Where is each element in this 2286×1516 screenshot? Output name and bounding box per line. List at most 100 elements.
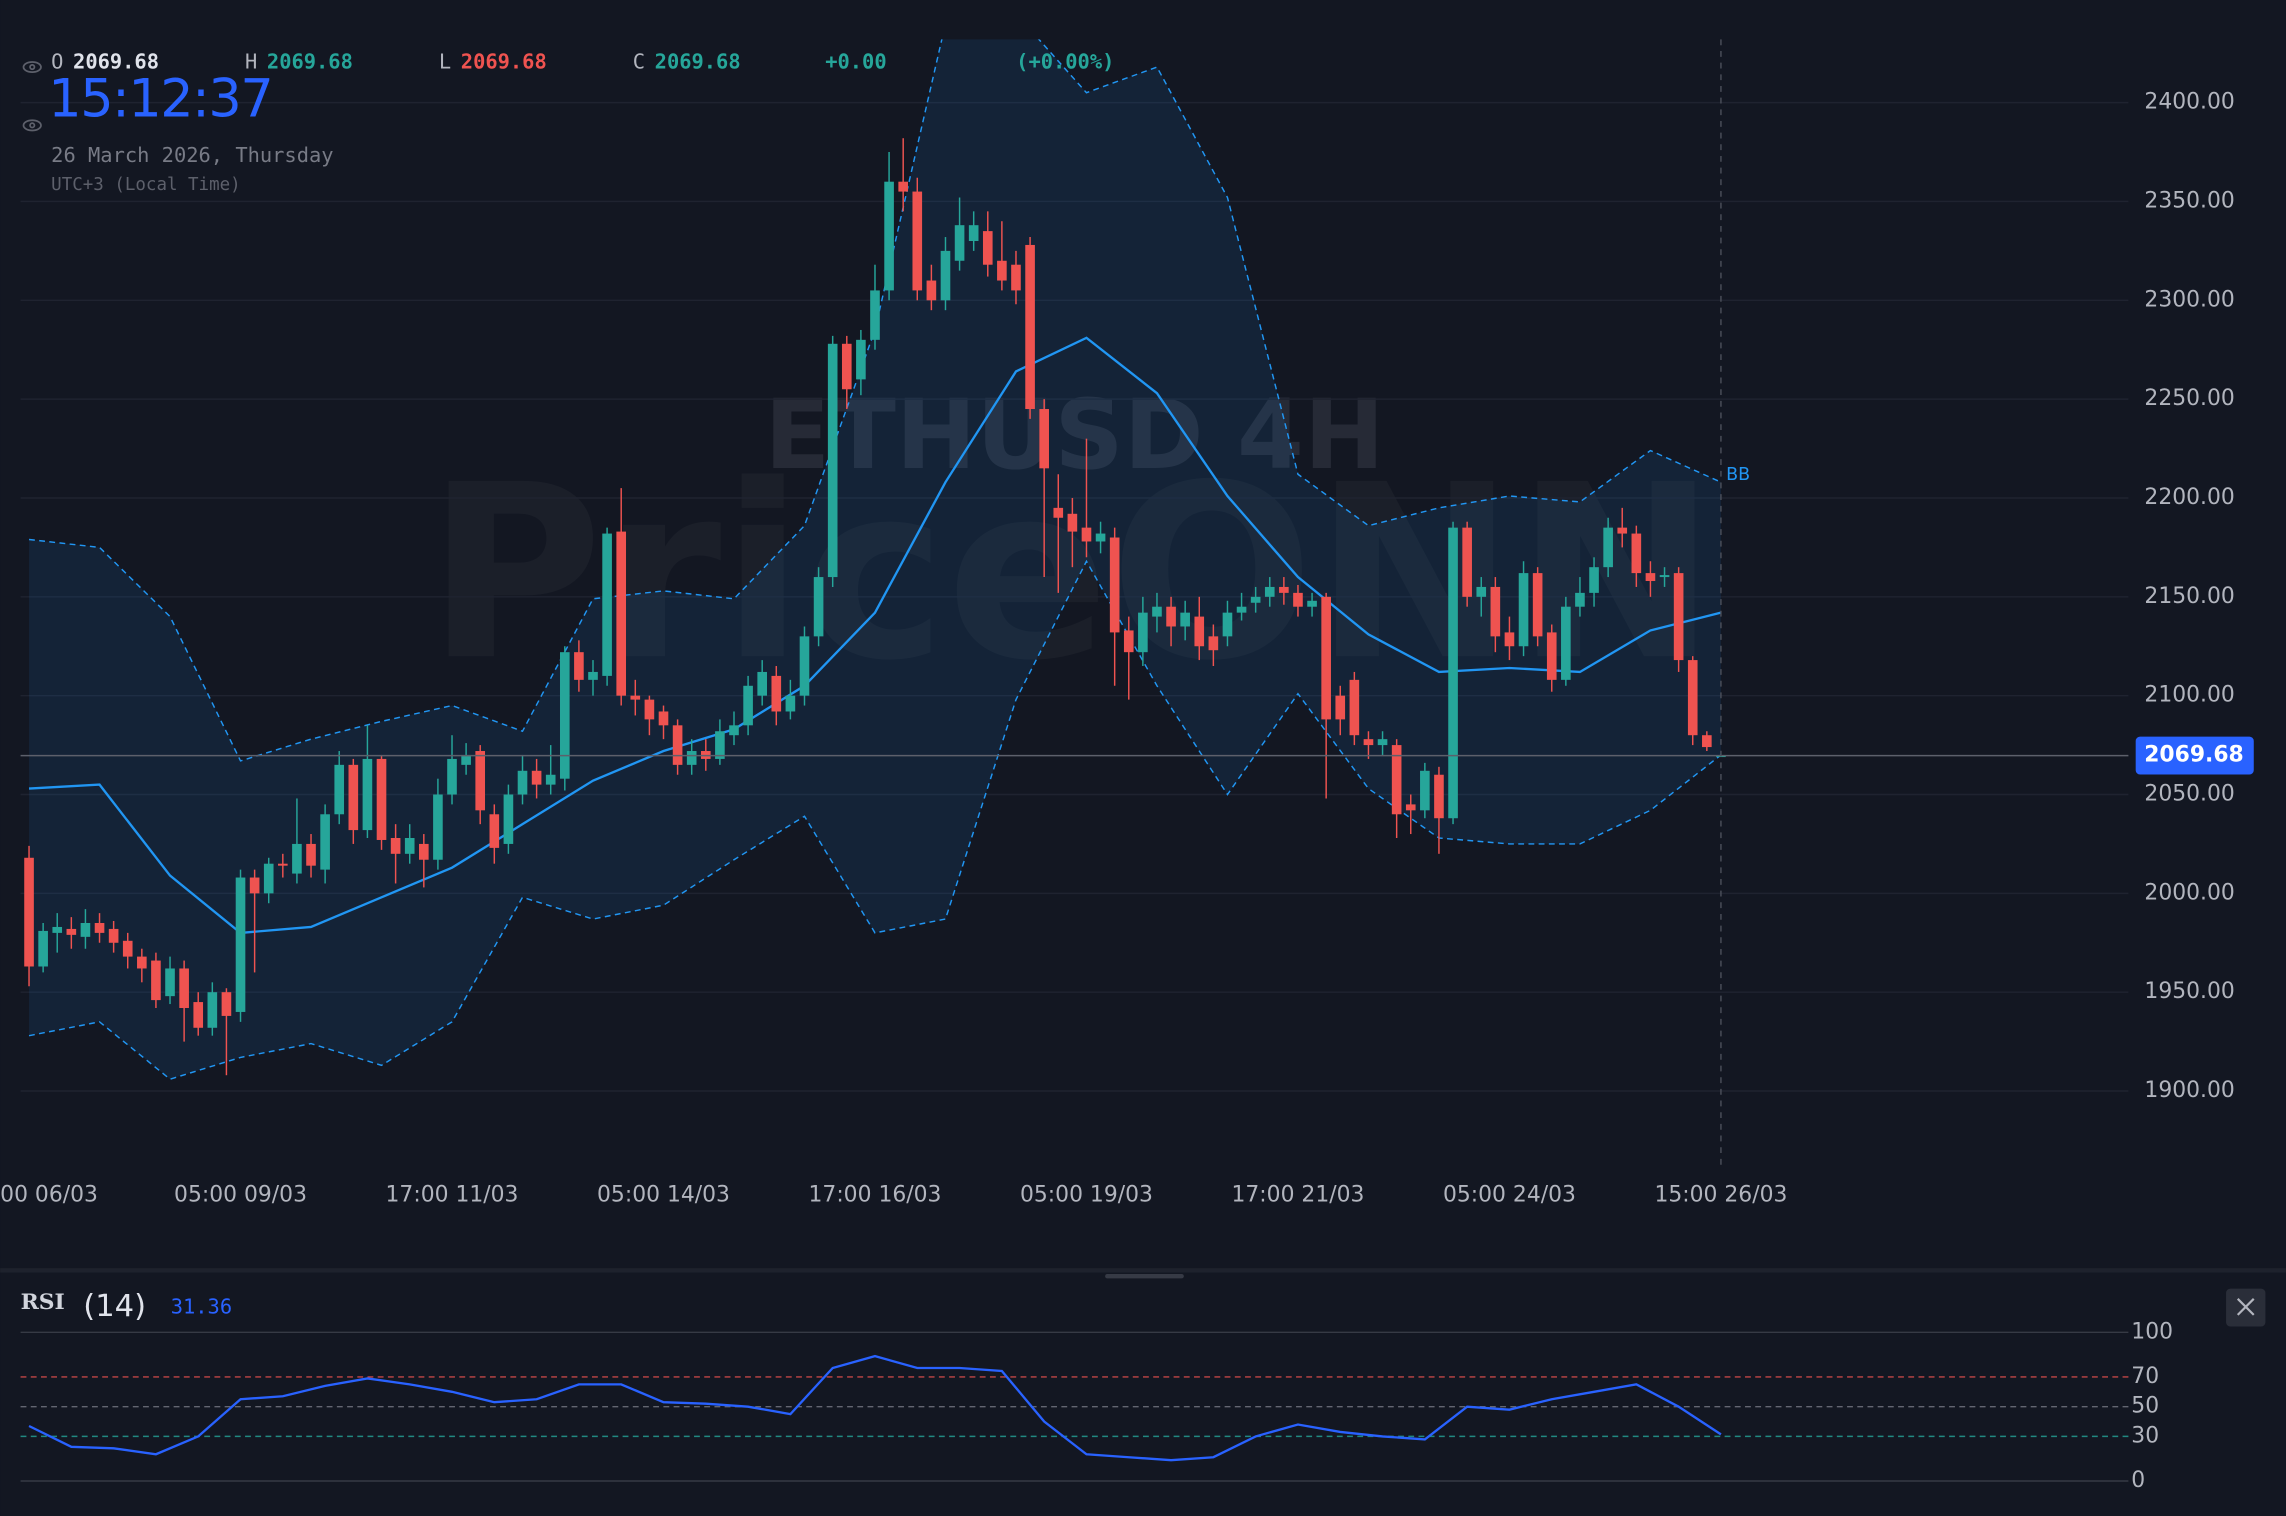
candle-body — [841, 343, 852, 390]
candle-body — [1575, 592, 1585, 607]
candle-body — [1546, 632, 1557, 680]
candle-body — [672, 725, 683, 765]
candle-body — [1264, 586, 1275, 597]
candle-body — [517, 770, 528, 795]
y-tick-label: 2100.00 — [2144, 683, 2234, 708]
y-tick-label: 2400.00 — [2144, 90, 2234, 115]
candle-body — [968, 225, 979, 241]
candle-body — [602, 533, 612, 676]
candle-body — [1687, 660, 1698, 736]
x-tick-label: 05:00 09/03 — [174, 1182, 307, 1207]
candle-body — [1222, 612, 1233, 637]
bb-label: BB — [1726, 465, 1750, 485]
candle-body — [531, 770, 542, 785]
candle-body — [1039, 409, 1049, 469]
rsi-parameter: (14) — [83, 1289, 146, 1324]
candle-body — [362, 758, 373, 831]
ohlc-label: C — [633, 50, 645, 74]
candle-body — [1518, 573, 1529, 647]
x-tick-label: 05:00 24/03 — [1443, 1182, 1576, 1207]
candle-body — [1166, 606, 1176, 627]
price-label: 2069.68 — [2144, 743, 2244, 768]
pane-divider[interactable] — [0, 1268, 2286, 1273]
ohlc-label: O — [51, 50, 63, 74]
candle-body — [235, 877, 246, 1012]
candle-body — [1377, 739, 1388, 746]
candle-body — [1617, 527, 1628, 534]
candle-body — [1194, 616, 1205, 647]
y-tick-label: 1900.00 — [2144, 1078, 2234, 1103]
candle-body — [165, 968, 175, 997]
rsi-tick-label: 100 — [2131, 1319, 2173, 1344]
candle-body — [1476, 586, 1487, 597]
candle-body — [1363, 739, 1374, 746]
bb-middle — [28, 336, 1722, 935]
timezone: UTC+3 (Local Time) — [51, 175, 240, 195]
candle-body — [912, 191, 923, 291]
eye-icon[interactable] — [22, 119, 42, 132]
candle-body — [1504, 632, 1515, 647]
candle-body — [503, 794, 514, 844]
candle-body — [1321, 596, 1331, 720]
candle-body — [320, 814, 330, 870]
candle-body — [461, 754, 471, 765]
candle-body — [404, 837, 415, 854]
candle-body — [38, 930, 48, 967]
y-tick-label: 2300.00 — [2144, 287, 2234, 312]
close-button[interactable] — [2226, 1288, 2266, 1327]
candle-body — [813, 577, 824, 637]
x-tick-label: 17:00 11/03 — [386, 1182, 519, 1207]
rsi-value: 31.36 — [171, 1295, 232, 1319]
candle-body — [1673, 573, 1684, 661]
eye-icon[interactable] — [22, 61, 42, 74]
candle-body — [137, 956, 147, 969]
candle-body — [1532, 573, 1543, 637]
candle-body — [616, 531, 627, 696]
candle-body — [278, 863, 288, 866]
candle-body — [433, 794, 443, 860]
rsi-line — [28, 1354, 1722, 1462]
y-tick-label: 2050.00 — [2144, 782, 2234, 807]
candle-body — [334, 764, 345, 815]
candle-body — [630, 695, 641, 700]
candle-body — [940, 250, 951, 301]
candle-body — [1025, 244, 1035, 410]
candle-body — [1349, 679, 1360, 736]
rsi-tick-label: 0 — [2131, 1468, 2145, 1493]
candle-body — [306, 843, 316, 866]
candle-body — [729, 725, 739, 736]
candle-body — [856, 339, 866, 380]
rsi-tick-label: 50 — [2131, 1394, 2159, 1419]
x-tick-label: 17:00 21/03 — [1231, 1182, 1364, 1207]
candle-body — [771, 675, 782, 712]
clock: 15:12:37 — [48, 69, 272, 130]
candle-body — [292, 843, 302, 874]
candle-body — [799, 636, 810, 696]
x-tick-label: 05:00 14/03 — [597, 1182, 730, 1207]
candle-body — [1180, 612, 1190, 627]
candle-body — [108, 928, 119, 943]
candle-body — [151, 960, 161, 1001]
crosshair-time-label: 15:00 26/03 — [1654, 1182, 1787, 1207]
candle-body — [545, 774, 556, 785]
candle-body — [1589, 567, 1599, 593]
candle-body — [574, 652, 584, 680]
candle-body — [1053, 507, 1064, 518]
divider-handle[interactable] — [1105, 1274, 1184, 1279]
candle-body — [179, 968, 189, 1009]
candle-body — [870, 290, 880, 340]
ohlc-label: H — [245, 50, 257, 74]
candle-body — [644, 699, 655, 720]
candle-body — [66, 928, 77, 935]
plot-area — [24, 39, 1726, 1080]
candle-body — [827, 343, 838, 578]
candle-body — [785, 695, 796, 712]
price-label-bg — [2135, 736, 2254, 775]
x-tick-label: 17:00 16/03 — [809, 1182, 942, 1207]
change: +0.00 — [825, 50, 886, 74]
candle-body — [658, 711, 669, 726]
candle-body — [122, 940, 133, 957]
y-tick-label: 1950.00 — [2144, 979, 2234, 1004]
candle-body — [193, 1002, 204, 1028]
